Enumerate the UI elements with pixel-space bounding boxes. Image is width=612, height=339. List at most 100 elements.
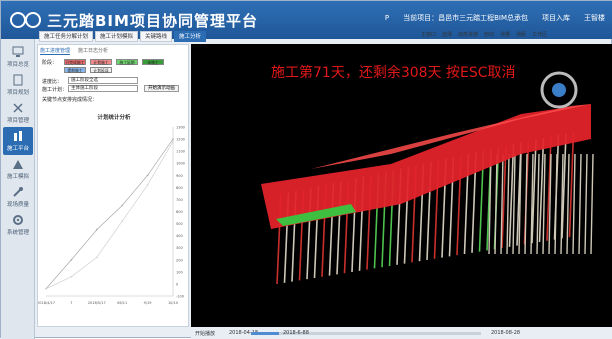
pile — [584, 153, 588, 255]
tab-key-route[interactable]: 关键路线 — [140, 31, 173, 42]
tool-section[interactable]: 剖切 — [484, 32, 495, 38]
tool-main-window[interactable]: 主窗口 — [421, 32, 437, 38]
sidebar-item-overview[interactable]: 项目总览 — [3, 43, 33, 71]
sidebar-item-plan[interactable]: 项目规划 — [3, 71, 33, 99]
data-point — [172, 140, 174, 143]
app-title: 三元踏BIM项目协同管理平台 — [47, 12, 258, 30]
header-flag-icon[interactable]: P — [384, 14, 390, 22]
legend-chip[interactable]: 提前施工 — [64, 67, 86, 73]
pile — [572, 153, 576, 255]
pile — [506, 153, 510, 255]
y-tick-label: 600 — [176, 210, 183, 214]
y-tick-label: 1300 — [176, 126, 185, 130]
x-tick-label: 7 — [70, 301, 72, 305]
legend-chip[interactable]: 计划施工 — [90, 59, 112, 65]
tool-measure[interactable]: 测量 — [500, 32, 511, 38]
pile — [542, 153, 546, 255]
y-tick-label: 200 — [176, 258, 183, 262]
timeline-mid: 2018-6-88 — [283, 330, 309, 336]
sidebar-item-quality[interactable]: 现场质量 — [3, 183, 33, 211]
node-desc: 关键节点安排完成情况： — [42, 97, 98, 103]
legend-chip[interactable]: 计划延误 — [90, 67, 112, 73]
y-tick-label: 800 — [176, 186, 183, 190]
data-point — [172, 138, 174, 140]
pile — [508, 144, 515, 247]
user-name[interactable]: 王智楼 — [584, 14, 605, 22]
data-point — [96, 228, 98, 231]
deck-slab — [261, 104, 591, 229]
stage-label: 阶段： — [42, 60, 58, 66]
pile — [548, 153, 552, 255]
series-line — [45, 138, 174, 289]
subtab-log[interactable]: 施工日志分析 — [78, 48, 109, 54]
legend-chip[interactable]: 未施工 — [142, 59, 164, 65]
timeline-start: 2018-04-18 — [229, 330, 259, 336]
x-tick-label: 2018/5/17 — [88, 301, 106, 305]
legend-chip[interactable]: 已完成施工 — [64, 59, 86, 65]
start-animation-button[interactable]: 开始演示动画 — [144, 85, 179, 92]
tool-distance[interactable]: 测距 — [516, 32, 527, 38]
data-point — [96, 256, 98, 259]
crane-icon — [14, 131, 22, 141]
current-project: 当前项目：昌邑市三元踏工程BIM总承包 — [403, 14, 528, 22]
tool-icon — [13, 187, 23, 197]
document-icon — [13, 74, 23, 86]
viewer-toolbar: 主窗口 选择 动态漫游 剖切 测量 测距 工作区 — [421, 31, 547, 38]
chart-title: 计划统计分析 — [97, 115, 131, 121]
bim-viewport[interactable]: 施工第71天，还剩余308天 按ESC取消 — [191, 44, 612, 327]
sidebar-item-simulation[interactable]: 施工模拟 — [3, 155, 33, 183]
tab-plan-sim[interactable]: 施工计划模拟 — [95, 31, 139, 42]
sidebar-item-manage[interactable]: 项目管理 — [3, 99, 33, 127]
simulation-message: 施工第71天，还剩余308天 按ESC取消 — [271, 65, 516, 81]
panel-tabs: 施工任务分解计划 施工计划模拟 关键路线 施工分析 — [39, 31, 207, 43]
project-entry-link[interactable]: 项目入库 — [542, 14, 570, 22]
building-icon — [13, 160, 23, 169]
pile — [524, 153, 528, 255]
bim-model — [261, 104, 594, 285]
y-tick-label: 900 — [176, 174, 183, 178]
sidebar-item-system[interactable]: 系统管理 — [3, 211, 33, 239]
tool-select[interactable]: 选择 — [442, 32, 453, 38]
pile — [512, 153, 516, 255]
x-tick-label: 10/10 — [168, 301, 178, 305]
pile — [546, 136, 552, 241]
tool-workspace[interactable]: 工作区 — [532, 32, 548, 38]
cross-icon — [13, 103, 23, 113]
pile — [531, 139, 537, 244]
legend-chip[interactable]: 施工延期 — [116, 59, 138, 65]
play-button[interactable]: 开始播放 — [195, 331, 216, 337]
y-tick-label: 300 — [176, 246, 183, 250]
y-tick-label: 0 — [176, 282, 178, 286]
sidebar-item-construction[interactable]: 施工平台 — [3, 127, 33, 155]
timeline-end: 2018-08-28 — [491, 330, 521, 336]
scale-select[interactable]: 施工阶段全选 — [68, 77, 138, 84]
data-point — [146, 174, 149, 177]
pile — [501, 145, 507, 249]
logo-icon — [10, 12, 41, 28]
deck-green-segment — [276, 204, 356, 226]
timeline-progress[interactable] — [251, 332, 481, 335]
y-tick-label: 100 — [176, 270, 183, 274]
scale-label: 进度比： — [42, 79, 63, 85]
pile — [590, 153, 594, 255]
monitor-icon — [12, 46, 24, 57]
navigation-compass-icon[interactable] — [539, 70, 579, 110]
timeline-bar: 开始播放 2018-04-18 2018-6-88 2018-08-28 — [191, 327, 612, 339]
y-tick-label: -100 — [176, 295, 184, 299]
data-point — [121, 220, 123, 222]
tab-task-plan[interactable]: 施工任务分解计划 — [39, 31, 94, 42]
plan-label: 施工计划： — [42, 87, 68, 93]
pile — [530, 153, 534, 255]
tool-walk[interactable]: 动态漫游 — [458, 32, 479, 38]
pile — [561, 133, 567, 239]
gear-icon — [13, 215, 23, 225]
subtab-progress[interactable]: 施工进度管理 — [40, 48, 71, 55]
tab-analysis[interactable]: 施工分析 — [174, 31, 207, 42]
pile — [500, 153, 504, 255]
y-tick-label: 500 — [176, 222, 183, 226]
data-point — [121, 204, 123, 207]
analysis-panel: 施工进度管理 施工日志分析 阶段： 已完成施工 计划施工 施工延期 未施工 提前… — [37, 44, 189, 327]
x-tick-label: 9/19 — [144, 301, 152, 305]
plan-select[interactable]: 主体施工阶段 — [68, 85, 138, 92]
